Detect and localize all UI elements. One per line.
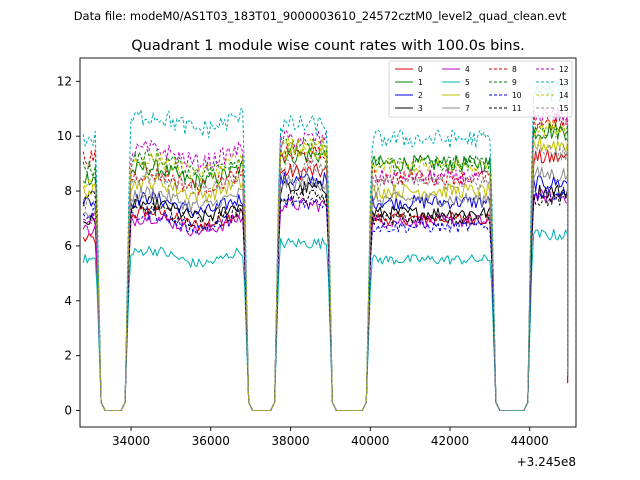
series-line-7: [82, 166, 569, 411]
legend-label-0: 0: [418, 65, 423, 74]
series-line-5: [82, 228, 569, 411]
y-tick-label: 0: [64, 404, 72, 418]
legend-label-8: 8: [512, 65, 517, 74]
y-tick-label: 4: [64, 294, 72, 308]
y-tick-label: 8: [64, 184, 72, 198]
y-tick-label: 6: [64, 239, 72, 253]
series-layer: [82, 81, 569, 411]
chart-title: Quadrant 1 module wise count rates with …: [131, 38, 525, 54]
series-line-6: [82, 135, 569, 411]
legend-label-11: 11: [512, 104, 522, 113]
legend-box: [388, 60, 573, 118]
legend-label-15: 15: [559, 104, 569, 113]
y-tick-label: 2: [64, 349, 72, 363]
plot-area: 34000 36000 38000 40000 42000 44000 024681012…: [57, 57, 577, 469]
series-line-4: [82, 189, 569, 411]
x-offset-label: +3.245e8: [517, 455, 576, 469]
y-tick-label: 12: [57, 74, 72, 88]
series-line-10: [82, 185, 569, 411]
legend-label-6: 6: [465, 91, 470, 100]
axes-frame: [79, 57, 577, 428]
series-line-14: [82, 118, 569, 411]
x-axis: 34000 36000 38000 40000 42000 44000: [112, 427, 549, 448]
x-tick-label: 38000: [271, 434, 309, 448]
x-tick-label: 44000: [511, 434, 549, 448]
x-tick-label: 40000: [351, 434, 389, 448]
suptitle: Data file: modeM0/AS1T03_183T01_90000036…: [74, 9, 567, 23]
x-tick-label: 42000: [431, 434, 469, 448]
x-tick-label: 36000: [192, 434, 230, 448]
legend-label-1: 1: [418, 78, 423, 87]
legend-label-4: 4: [465, 65, 470, 74]
series-line-9: [82, 120, 569, 411]
legend-label-5: 5: [465, 78, 470, 87]
legend-label-3: 3: [418, 104, 423, 113]
y-axis: 0 2 4 6 8 10 12: [57, 74, 80, 418]
series-line-13: [82, 81, 569, 411]
legend-label-12: 12: [559, 65, 569, 74]
legend-label-7: 7: [465, 104, 470, 113]
series-line-15: [82, 144, 569, 411]
legend-label-13: 13: [559, 78, 569, 87]
series-line-1: [82, 122, 569, 411]
series-line-12: [83, 106, 569, 411]
legend-label-2: 2: [418, 91, 423, 100]
legend-label-14: 14: [559, 91, 569, 100]
series-line-11: [82, 188, 569, 411]
series-line-8: [82, 112, 569, 411]
legend-label-9: 9: [512, 78, 517, 87]
y-tick-label: 10: [57, 129, 72, 143]
x-tick-label: 34000: [112, 434, 150, 448]
legend-label-10: 10: [512, 91, 522, 100]
